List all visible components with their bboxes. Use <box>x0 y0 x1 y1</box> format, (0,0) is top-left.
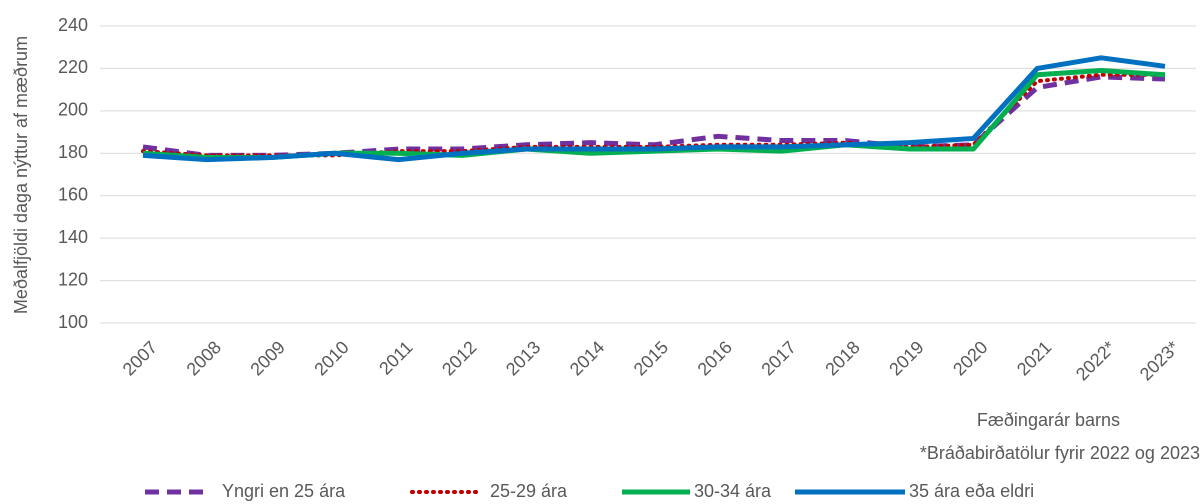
x-tick-label: 2017 <box>757 337 799 379</box>
y-tick-label: 220 <box>58 57 88 77</box>
y-tick-label: 140 <box>58 227 88 247</box>
x-axis-title: Fæðingarár barns <box>977 410 1120 430</box>
x-tick-label: 2016 <box>694 337 736 379</box>
y-tick-label: 100 <box>58 312 88 332</box>
x-tick-label: 2021 <box>1013 337 1055 379</box>
x-tick-label: 2018 <box>821 337 863 379</box>
x-tick-label: 2011 <box>375 337 417 379</box>
x-tick-label: 2008 <box>183 337 225 379</box>
note: *Bráðabirðatölur fyrir 2022 og 2023 <box>920 443 1200 463</box>
x-tick-label: 2015 <box>630 337 672 379</box>
series-line <box>142 55 1166 163</box>
y-axis-title: Meðalfjöldi daga nýttur af mæðrum <box>11 36 31 314</box>
x-tick-label: 2009 <box>246 337 288 379</box>
x-tick-label: 2010 <box>310 337 352 379</box>
x-tick-label: 2022* <box>1072 337 1119 384</box>
x-tick-label: 2013 <box>502 337 544 379</box>
y-tick-label: 180 <box>58 142 88 162</box>
series-line <box>142 74 1166 158</box>
y-tick-label: 160 <box>58 184 88 204</box>
y-tick-label: 240 <box>58 15 88 35</box>
x-tick-label: 2023* <box>1136 337 1183 384</box>
x-tick-label: 2012 <box>438 337 480 379</box>
x-tick-label: 2014 <box>566 337 608 379</box>
x-tick-label: 2007 <box>119 337 161 379</box>
y-tick-label: 120 <box>58 269 88 289</box>
x-tick-label: 2020 <box>949 337 991 379</box>
legend-label: Yngri en 25 ára <box>222 481 346 501</box>
legend-label: 35 ára eða eldri <box>909 481 1034 501</box>
legend-label: 25-29 ára <box>490 481 568 501</box>
y-tick-label: 200 <box>58 100 88 120</box>
legend-label: 30-34 ára <box>694 481 772 501</box>
x-tick-label: 2019 <box>885 337 927 379</box>
